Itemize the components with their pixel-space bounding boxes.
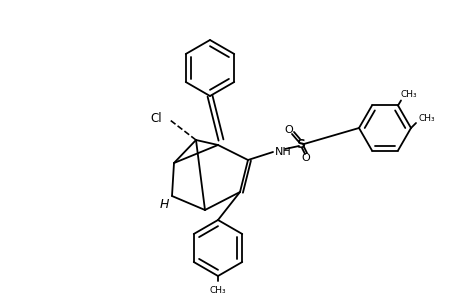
Text: NH: NH	[274, 147, 291, 157]
Text: CH₃: CH₃	[400, 91, 417, 100]
Text: CH₃: CH₃	[209, 286, 226, 295]
Text: H: H	[159, 197, 168, 211]
Text: O: O	[284, 125, 293, 135]
Text: Cl: Cl	[150, 112, 162, 124]
Text: S: S	[296, 137, 305, 151]
Text: CH₃: CH₃	[418, 113, 435, 122]
Text: O: O	[301, 153, 310, 163]
